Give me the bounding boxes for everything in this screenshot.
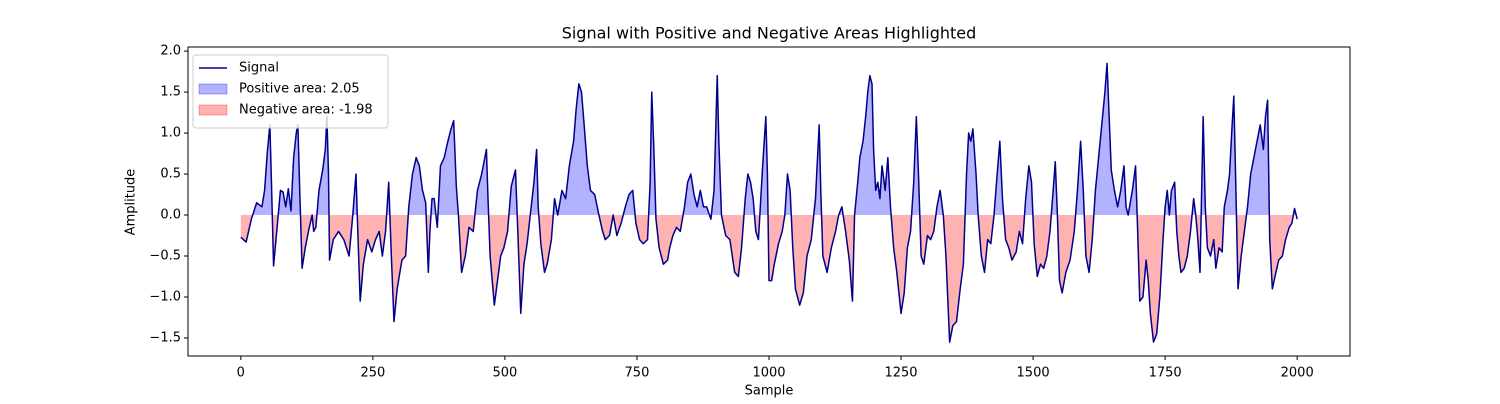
plot-frame — [187, 46, 1351, 357]
x-axis-label: Sample — [745, 384, 794, 399]
legend-box — [192, 54, 389, 129]
x-tick-label: 500 — [492, 366, 517, 381]
area-fill — [252, 63, 1297, 216]
chart-title: Signal with Positive and Negative Areas … — [562, 24, 977, 43]
y-tick-label: −0.5 — [149, 249, 181, 264]
x-tick-label: 1750 — [1149, 366, 1182, 381]
legend-label: Signal — [239, 61, 279, 76]
x-tick-label: 250 — [360, 366, 385, 381]
y-tick-label: 0.5 — [160, 167, 181, 182]
legend-patch — [198, 83, 228, 95]
y-axis-label: Amplitude — [124, 169, 139, 236]
y-tick-label: −1.0 — [149, 289, 181, 304]
signal-line — [240, 62, 1298, 343]
x-tick-label: 1000 — [752, 366, 785, 381]
area-fill — [240, 215, 1298, 343]
legend-label: Positive area: 2.05 — [239, 82, 360, 97]
y-tick-label: 0.0 — [160, 208, 181, 223]
legend-patch — [198, 104, 228, 116]
x-tick-label: 1500 — [1017, 366, 1050, 381]
y-tick-label: −1.5 — [149, 330, 181, 345]
x-tick-label: 750 — [625, 366, 650, 381]
legend-label: Negative area: -1.98 — [239, 103, 373, 118]
x-tick-label: 2000 — [1281, 366, 1314, 381]
x-tick-label: 1250 — [884, 366, 917, 381]
y-tick-label: 1.0 — [160, 126, 181, 141]
y-tick-label: 1.5 — [160, 85, 181, 100]
x-tick-label: 0 — [237, 366, 245, 381]
y-tick-label: 2.0 — [160, 44, 181, 59]
